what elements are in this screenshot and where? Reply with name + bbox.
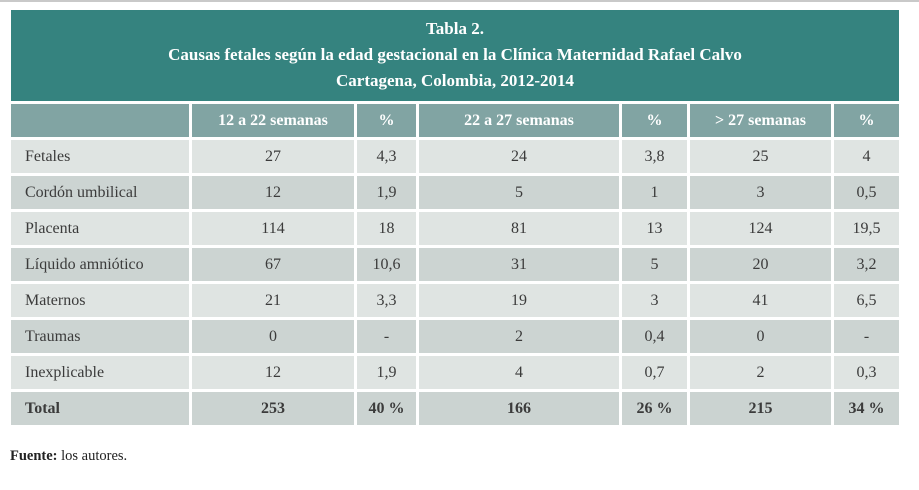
total-cell: 215 (690, 392, 831, 425)
table-title: Tabla 2. Causas fetales según la edad ge… (11, 10, 899, 101)
row-label: Inexplicable (11, 356, 189, 389)
total-cell: 166 (419, 392, 619, 425)
table-title-row: Tabla 2. Causas fetales según la edad ge… (11, 10, 899, 101)
cell: 0,7 (622, 356, 687, 389)
table-row-placenta: Placenta 114 18 81 13 124 19,5 (11, 212, 899, 245)
column-header-22-27-semanas: 22 a 27 semanas (419, 104, 619, 137)
data-table: Tabla 2. Causas fetales según la edad ge… (8, 7, 902, 428)
top-divider (0, 0, 919, 2)
total-cell: 40 % (357, 392, 416, 425)
cell: 1,9 (357, 176, 416, 209)
cell: 4 (834, 140, 899, 173)
table-row-maternos: Maternos 21 3,3 19 3 41 6,5 (11, 284, 899, 317)
cell: 12 (192, 176, 354, 209)
row-label: Fetales (11, 140, 189, 173)
cell: 25 (690, 140, 831, 173)
cell: 4 (419, 356, 619, 389)
row-label: Maternos (11, 284, 189, 317)
cell: 5 (419, 176, 619, 209)
table-row-liquido-amniotico: Líquido amniótico 67 10,6 31 5 20 3,2 (11, 248, 899, 281)
table-row-inexplicable: Inexplicable 12 1,9 4 0,7 2 0,3 (11, 356, 899, 389)
column-header-percent-2: % (622, 104, 687, 137)
cell: 12 (192, 356, 354, 389)
table-row-fetales: Fetales 27 4,3 24 3,8 25 4 (11, 140, 899, 173)
column-header-empty (11, 104, 189, 137)
cell: 20 (690, 248, 831, 281)
cell: 31 (419, 248, 619, 281)
column-header-percent-1: % (357, 104, 416, 137)
cell: 3,2 (834, 248, 899, 281)
cell: 67 (192, 248, 354, 281)
column-header-12-22-semanas: 12 a 22 semanas (192, 104, 354, 137)
cell: 24 (419, 140, 619, 173)
cell: 3 (690, 176, 831, 209)
cell: 19 (419, 284, 619, 317)
cell: 10,6 (357, 248, 416, 281)
table-title-line1: Tabla 2. (426, 19, 484, 38)
source-note: Fuente: los autores. (10, 448, 919, 465)
cell: 114 (192, 212, 354, 245)
cell: 3,3 (357, 284, 416, 317)
total-cell: 253 (192, 392, 354, 425)
source-label: Fuente: (10, 448, 58, 464)
cell: 6,5 (834, 284, 899, 317)
column-header-percent-3: % (834, 104, 899, 137)
column-header-row: 12 a 22 semanas % 22 a 27 semanas % > 27… (11, 104, 899, 137)
cell: 2 (690, 356, 831, 389)
cell: 5 (622, 248, 687, 281)
cell: 124 (690, 212, 831, 245)
total-cell: 34 % (834, 392, 899, 425)
cell: 18 (357, 212, 416, 245)
cell: 13 (622, 212, 687, 245)
total-label: Total (11, 392, 189, 425)
table-row-traumas: Traumas 0 - 2 0,4 0 - (11, 320, 899, 353)
row-label: Líquido amniótico (11, 248, 189, 281)
row-label: Placenta (11, 212, 189, 245)
cell: 1 (622, 176, 687, 209)
cell: 3 (622, 284, 687, 317)
column-header-gt-27-semanas: > 27 semanas (690, 104, 831, 137)
cell: 2 (419, 320, 619, 353)
cell: 41 (690, 284, 831, 317)
cell: 0,5 (834, 176, 899, 209)
table-row-cordon-umbilical: Cordón umbilical 12 1,9 5 1 3 0,5 (11, 176, 899, 209)
table-title-line2: Causas fetales según la edad gestacional… (168, 45, 742, 64)
cell: 1,9 (357, 356, 416, 389)
cell: 4,3 (357, 140, 416, 173)
cell: 0,3 (834, 356, 899, 389)
cell: - (357, 320, 416, 353)
cell: 0 (690, 320, 831, 353)
cell: 21 (192, 284, 354, 317)
cell: 27 (192, 140, 354, 173)
cell: 19,5 (834, 212, 899, 245)
cell: 0 (192, 320, 354, 353)
cell: 3,8 (622, 140, 687, 173)
row-label: Traumas (11, 320, 189, 353)
table-container: Tabla 2. Causas fetales según la edad ge… (8, 7, 902, 428)
table-title-line3: Cartagena, Colombia, 2012-2014 (336, 71, 574, 90)
cell: 0,4 (622, 320, 687, 353)
row-label: Cordón umbilical (11, 176, 189, 209)
total-cell: 26 % (622, 392, 687, 425)
source-text: los autores. (57, 448, 128, 464)
table-row-total: Total 253 40 % 166 26 % 215 34 % (11, 392, 899, 425)
cell: 81 (419, 212, 619, 245)
cell: - (834, 320, 899, 353)
